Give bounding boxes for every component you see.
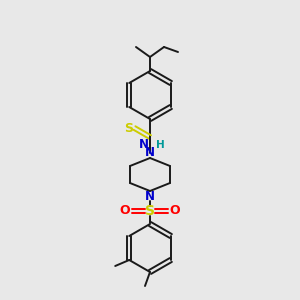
Text: O: O <box>120 205 130 218</box>
Text: N: N <box>145 190 155 202</box>
Text: O: O <box>170 205 180 218</box>
Text: S: S <box>145 204 155 218</box>
Text: H: H <box>156 140 165 150</box>
Text: N: N <box>139 139 149 152</box>
Text: N: N <box>145 146 155 158</box>
Text: S: S <box>124 122 133 134</box>
